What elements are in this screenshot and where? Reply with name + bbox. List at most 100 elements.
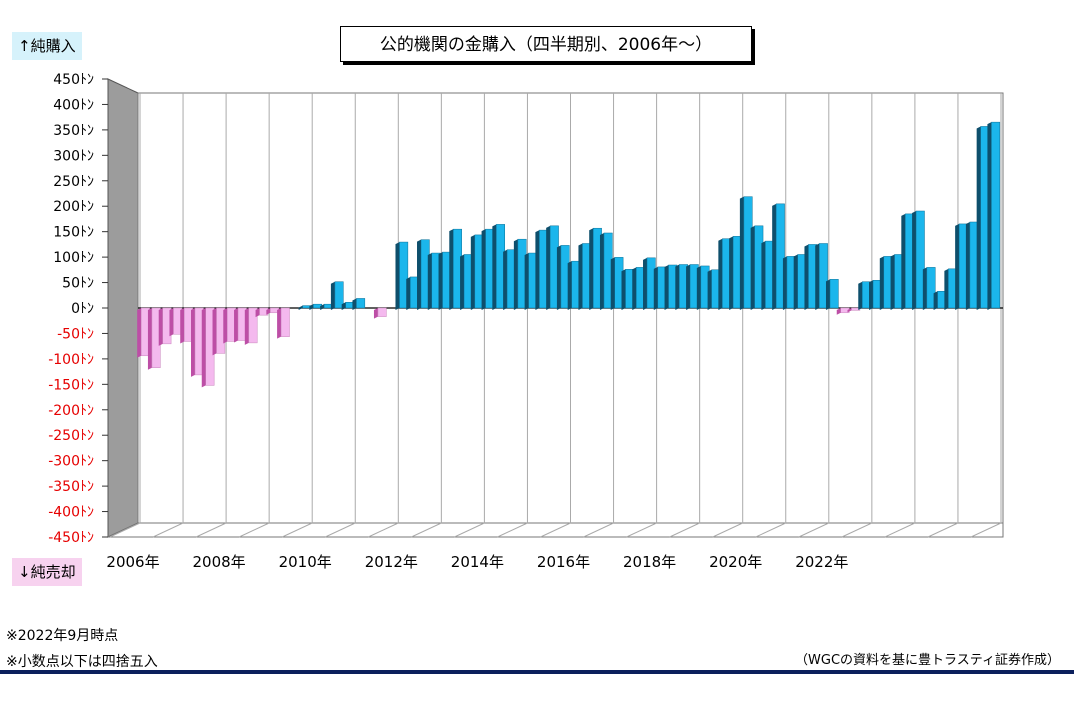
x-tick-label: 2020年 [709,553,762,571]
bar-side [320,304,325,310]
bar-side [686,264,691,310]
bar [248,307,258,344]
bar-side [190,308,195,377]
floor-gridline [712,522,743,538]
bar [280,307,290,337]
x-tick-label: 2006年 [106,553,159,571]
bar-side [352,298,357,310]
bar-side [481,229,486,310]
bar-side [255,308,260,318]
bar-side [266,308,271,315]
floor-gridline [454,522,485,538]
bar-side [729,236,734,310]
bar-side [567,261,572,310]
bar-side [298,305,303,310]
floor-gridline [109,522,141,538]
y-tick-label: -450ﾄﾝ [48,530,94,546]
bar-side [675,264,680,310]
bar-side [524,253,529,310]
source-note: （WGCの資料を基に豊トラスティ証券作成） [795,653,1060,668]
bar [915,210,925,309]
y-tick-label: -400ﾄﾝ [48,505,94,521]
bar-side [922,267,927,310]
bar-side [158,308,163,346]
bar-side [869,280,874,310]
y-tick-label: 0ﾄﾝ [71,301,94,317]
bar [926,267,936,309]
y-tick-label: -300ﾄﾝ [48,454,94,470]
bar-side [503,249,508,310]
bar-side [782,256,787,310]
bar-side [244,308,249,345]
bar-side [341,302,346,310]
bar-side [955,223,960,310]
bar-side [750,225,755,310]
bar-side [223,308,228,344]
bar-side [449,229,454,310]
bar-side [599,232,604,310]
bar-side [664,265,669,310]
x-tick-label: 2010年 [279,553,332,571]
bar-side [234,308,239,343]
bar-side [793,254,798,310]
bar-side [643,257,648,310]
floor-gridline [755,522,786,538]
bar-side [438,252,443,310]
floor-gridline [195,522,227,538]
bar-side [965,222,970,310]
bar-side [825,279,830,310]
y-tick-label: -50ﾄﾝ [57,326,94,342]
floor-gridline [970,522,1002,538]
bar-side [858,281,863,310]
y-tick-label: -100ﾄﾝ [48,352,94,368]
bar-side [761,241,766,310]
bar-side [373,308,378,319]
rounding-note: ※小数点以下は四捨五入 [6,654,158,670]
bar-side [535,230,540,310]
y-tick-label: 400ﾄﾝ [53,97,94,113]
x-tick-label: 2014年 [451,553,504,571]
bar-side [395,242,400,310]
floor-gridline [841,522,873,538]
bar-side [492,224,497,310]
bar-side [632,267,637,310]
bar-side [653,266,658,310]
bar-side [987,122,992,311]
floor-gridline [325,522,356,538]
y-tick-label: 200ﾄﾝ [53,199,94,215]
bar-side [147,308,152,370]
bar-side [212,308,217,356]
bar [399,241,409,309]
floor-gridline [497,522,528,538]
floor-gridline [238,522,270,538]
bar [775,203,785,309]
y-tick-label: 450ﾄﾝ [53,72,94,88]
bar [829,279,839,309]
bar-side [815,243,820,310]
floor-gridline [884,522,916,538]
bar-side [578,243,583,310]
y-tick-label: 150ﾄﾝ [53,225,94,241]
x-tick-label: 2022年 [795,553,848,571]
y-tick-label: -200ﾄﾝ [48,403,94,419]
bar-side [804,244,809,310]
bar-side [470,234,475,310]
net-sale-label: ↓純売却 [12,558,82,586]
floor-gridline [411,522,442,538]
bar-side [847,308,852,313]
bar-side [417,239,422,310]
y-tick-label: -350ﾄﾝ [48,479,94,495]
bar-side [406,276,411,310]
y-tick-label: -150ﾄﾝ [48,377,94,393]
bar-side [944,268,949,310]
y-tick-label: -250ﾄﾝ [48,428,94,444]
floor-gridline [626,522,657,538]
floor-gridline [540,522,571,538]
bar [991,121,1001,309]
bar-side [277,308,282,339]
floor-gridline [927,522,959,538]
x-tick-label: 2018年 [623,553,676,571]
bar-side [610,257,615,310]
bar-side [912,211,917,310]
